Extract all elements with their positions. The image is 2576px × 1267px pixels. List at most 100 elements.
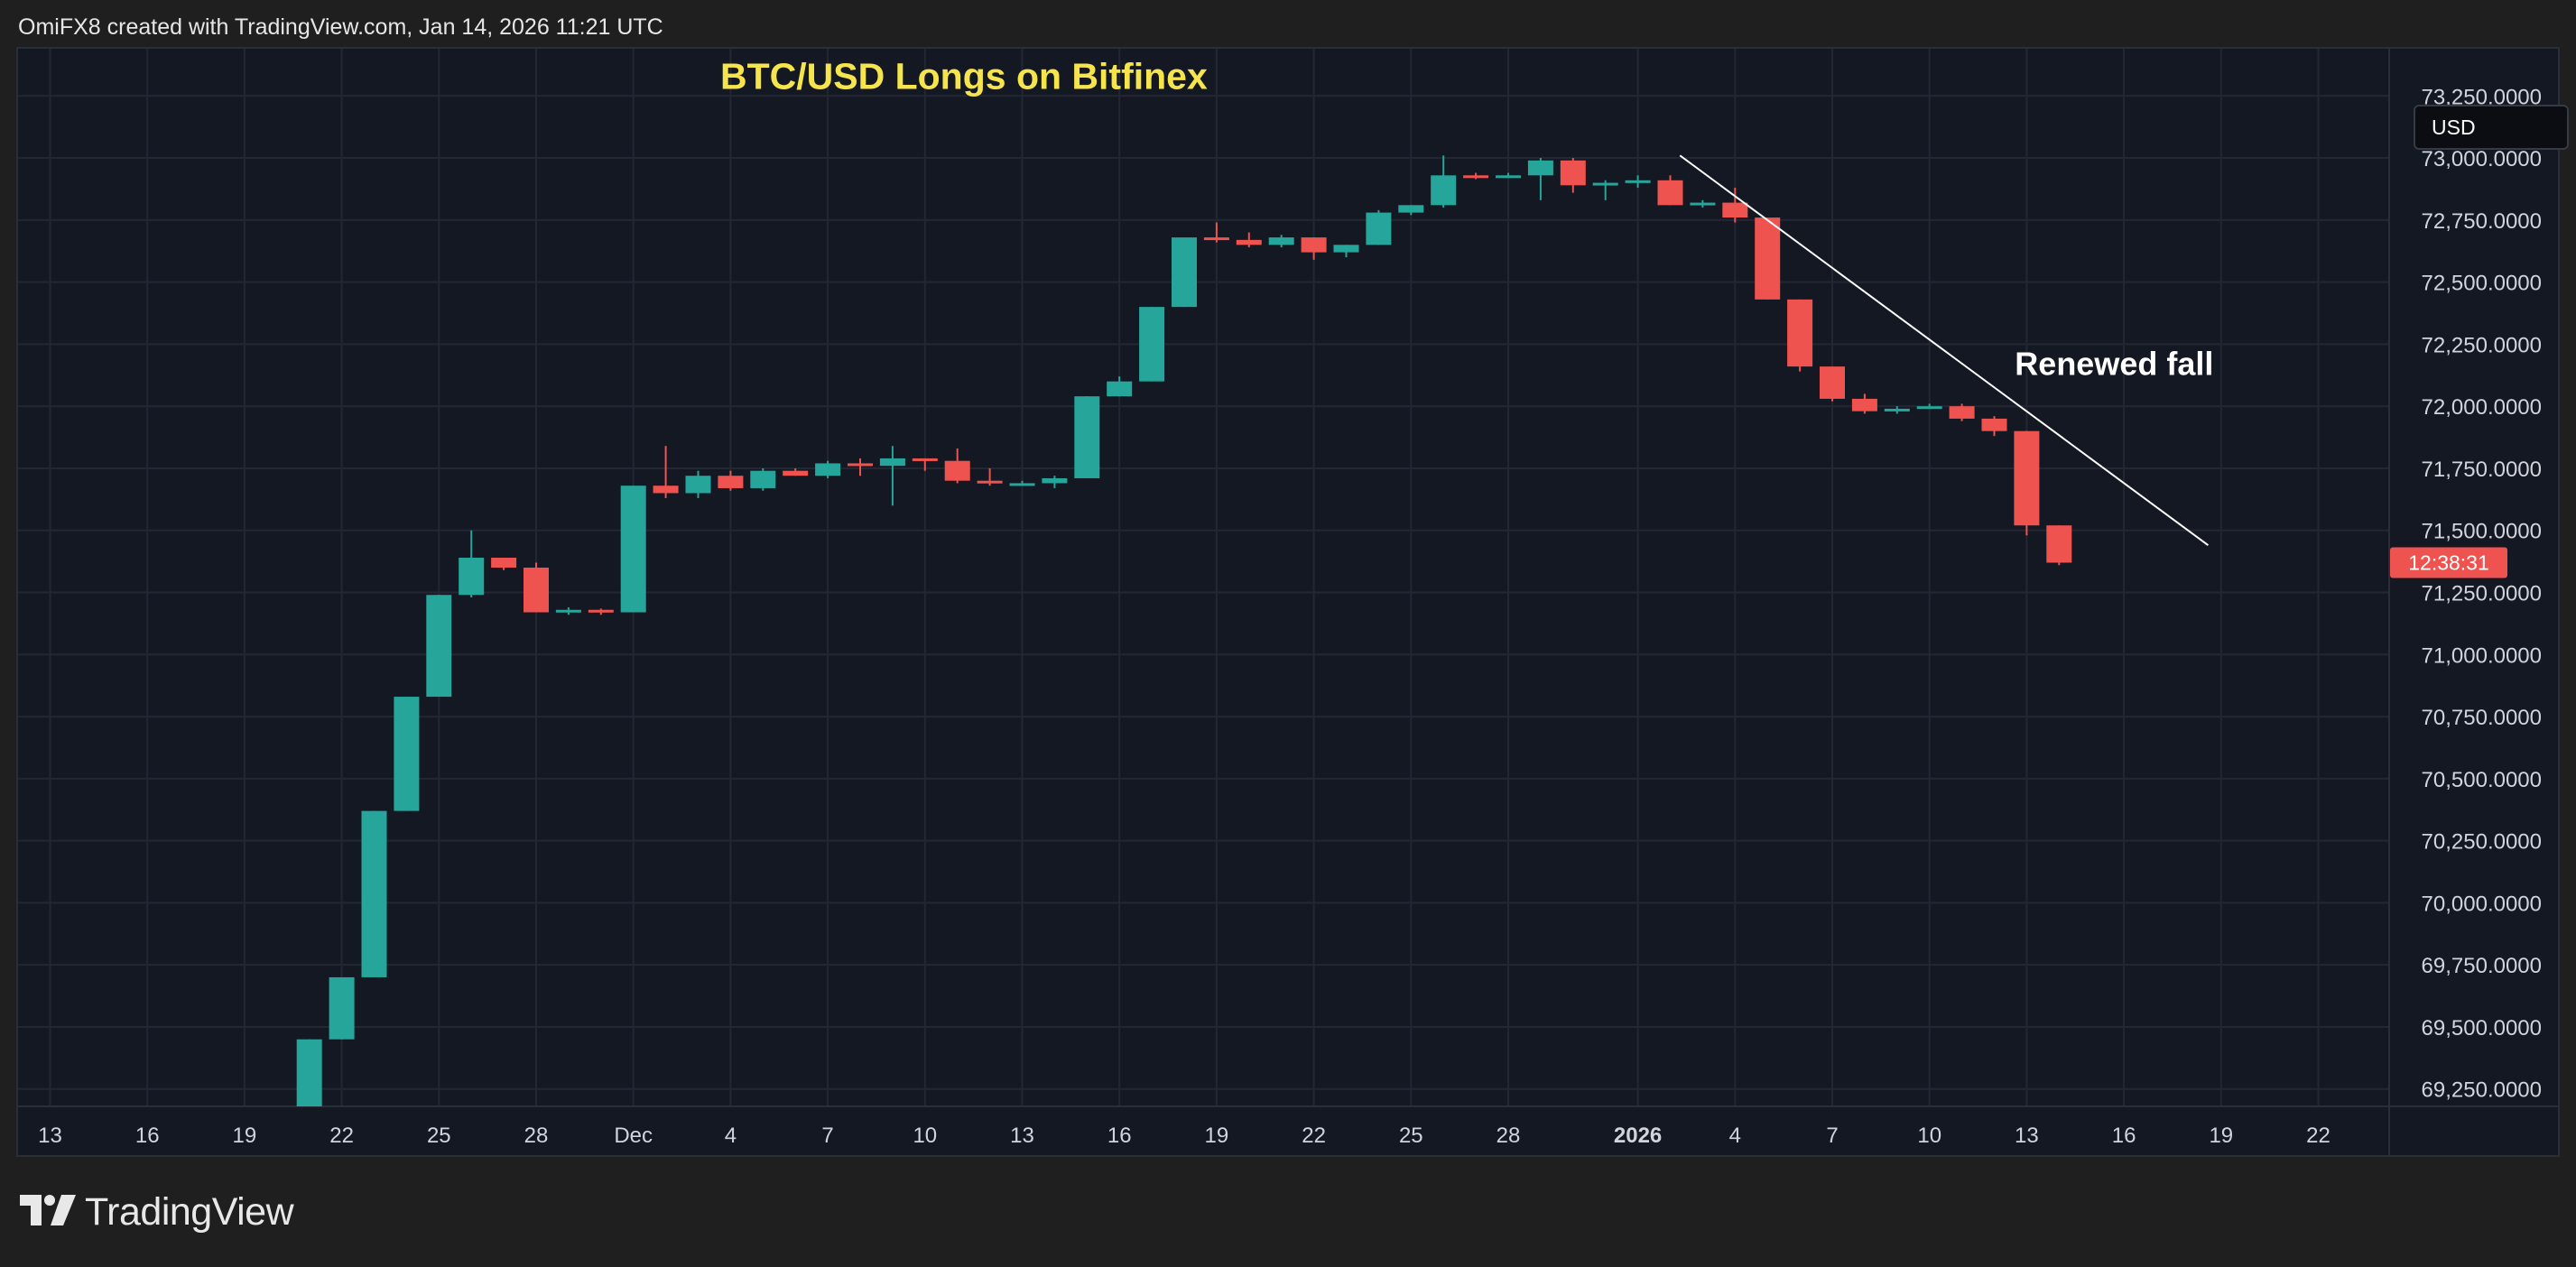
candle-down[interactable] <box>718 470 744 491</box>
candle-down[interactable] <box>2014 430 2040 536</box>
candle-down[interactable] <box>491 557 517 570</box>
candle-up[interactable] <box>1172 237 1197 308</box>
candle-down[interactable] <box>1981 416 2007 437</box>
candle-body <box>1366 212 1392 245</box>
candle-up[interactable] <box>1107 376 1133 397</box>
candle-down[interactable] <box>524 562 549 613</box>
candle-down[interactable] <box>977 467 1003 486</box>
price-tick-label: 71,750.0000 <box>2422 458 2542 482</box>
time-tick-label: 13 <box>38 1124 62 1148</box>
candle-up[interactable] <box>1527 158 1553 200</box>
candle-down[interactable] <box>783 467 809 476</box>
candle-down[interactable] <box>1722 188 1748 223</box>
candle-body <box>912 458 938 461</box>
price-tick-label: 70,500.0000 <box>2422 768 2542 792</box>
candle-body <box>1592 182 1618 186</box>
candle-up[interactable] <box>1074 396 1100 478</box>
time-tick-label: 13 <box>2015 1124 2039 1148</box>
candle-body <box>1949 406 1975 419</box>
candle-up[interactable] <box>1916 403 1942 410</box>
candle-up[interactable] <box>361 810 387 977</box>
candle-up[interactable] <box>426 595 452 698</box>
candle-down[interactable] <box>912 458 938 471</box>
candle-up[interactable] <box>1625 175 1651 189</box>
candlestick-chart[interactable]: BTC/USD Longs on Bitfinex Renewed fall 6… <box>18 49 2558 1155</box>
candle-up[interactable] <box>1009 480 1035 486</box>
tradingview-brand: TradingView <box>20 1189 294 1235</box>
candle-up[interactable] <box>1431 155 1457 208</box>
candle-down[interactable] <box>1755 217 1781 300</box>
candle-up[interactable] <box>1366 209 1392 245</box>
candle-body <box>848 463 873 467</box>
candle-up[interactable] <box>1496 172 1521 179</box>
candle-up[interactable] <box>1333 245 1359 258</box>
price-tick-label: 72,000.0000 <box>2422 395 2542 420</box>
price-tick-label: 72,250.0000 <box>2422 333 2542 357</box>
candle-body <box>1333 245 1359 253</box>
candle-body <box>1722 202 1748 218</box>
currency-selector[interactable]: USD <box>2414 105 2569 150</box>
candle-up[interactable] <box>1398 205 1424 216</box>
candle-up[interactable] <box>1268 235 1294 248</box>
candle-body <box>1916 406 1942 410</box>
candle-down[interactable] <box>1657 175 1683 206</box>
candle-up[interactable] <box>296 1039 322 1106</box>
candle-up[interactable] <box>1690 199 1716 208</box>
candle-body <box>1690 202 1716 206</box>
trendline[interactable] <box>1679 154 2210 547</box>
candle-up[interactable] <box>879 446 905 506</box>
time-tick-label: 4 <box>1729 1124 1741 1148</box>
price-tick-label: 72,750.0000 <box>2422 209 2542 234</box>
candle-body <box>1755 217 1781 300</box>
candle-up[interactable] <box>394 697 420 811</box>
candle-up[interactable] <box>1139 307 1165 382</box>
candle-up[interactable] <box>1592 180 1618 200</box>
candle-body <box>459 557 485 596</box>
candle-body <box>1009 483 1035 486</box>
candle-body <box>1657 180 1683 206</box>
candle-down[interactable] <box>1203 222 1229 243</box>
candle-body <box>329 976 355 1040</box>
candle-up[interactable] <box>620 486 646 613</box>
candle-up[interactable] <box>685 470 711 498</box>
candle-down[interactable] <box>1236 232 1262 248</box>
candle-up[interactable] <box>1042 476 1068 488</box>
chart-credit-text: OmiFX8 created with TradingView.com, Jan… <box>18 14 663 40</box>
candle-up[interactable] <box>555 607 581 615</box>
candle-down[interactable] <box>1463 172 1489 180</box>
candle-down[interactable] <box>944 448 970 484</box>
candle-down[interactable] <box>1949 403 1975 421</box>
candle-down[interactable] <box>1787 299 1813 372</box>
time-tick-label: 22 <box>2306 1124 2330 1148</box>
candle-up[interactable] <box>815 460 841 478</box>
candle-down[interactable] <box>588 608 614 615</box>
candle-down[interactable] <box>848 458 873 476</box>
candle-down[interactable] <box>1301 237 1327 260</box>
candle-up[interactable] <box>1884 406 1910 414</box>
candle-body <box>944 460 970 481</box>
candle-down[interactable] <box>2046 525 2072 566</box>
candle-body <box>2014 430 2040 526</box>
candle-body <box>750 470 776 488</box>
countdown-text: 12:38:31 <box>2408 550 2489 574</box>
time-tick-label: 19 <box>233 1124 257 1148</box>
candle-down[interactable] <box>1560 158 1586 193</box>
candle-down[interactable] <box>1851 393 1877 414</box>
candle-body <box>1268 237 1294 245</box>
candle-down[interactable] <box>1820 366 1845 402</box>
time-tick-label: Dec <box>614 1124 653 1148</box>
candle-up[interactable] <box>459 530 485 598</box>
candle-up[interactable] <box>329 976 355 1040</box>
candle-up[interactable] <box>750 467 776 491</box>
chart-panel[interactable]: BTC/USD Longs on Bitfinex Renewed fall 6… <box>16 47 2569 1157</box>
tradingview-logo-icon <box>20 1194 76 1230</box>
candle-down[interactable] <box>653 446 679 498</box>
candle-body <box>977 480 1003 484</box>
candle-body <box>653 486 679 494</box>
time-tick-label: 16 <box>135 1124 160 1148</box>
candle-body <box>1527 160 1553 176</box>
candle-body <box>1107 381 1133 397</box>
time-tick-label: 19 <box>1205 1124 1229 1148</box>
candle-body <box>815 463 841 476</box>
price-tick-label: 69,250.0000 <box>2422 1078 2542 1103</box>
